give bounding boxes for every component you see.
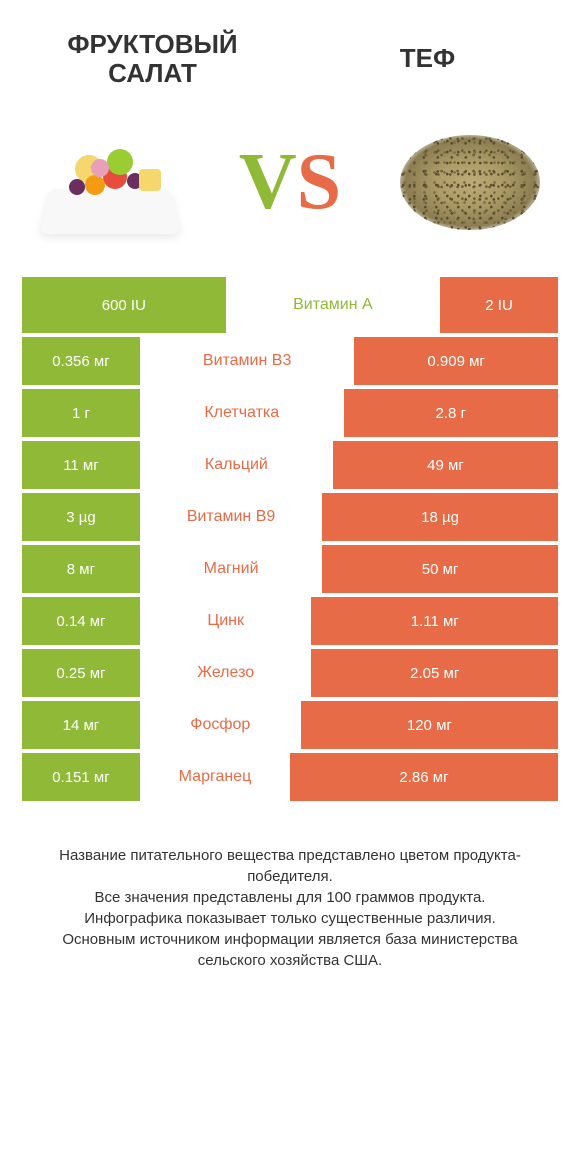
left-value-cell: 0.25 мг (22, 649, 140, 697)
left-title-line2: САЛАТ (108, 58, 197, 88)
comparison-table: 600 IUВитамин A2 IU0.356 мгВитамин B30.9… (0, 277, 580, 801)
table-row: 0.14 мгЦинк1.11 мг (22, 597, 558, 645)
nutrient-name-cell: Марганец (140, 753, 290, 801)
left-product-image (30, 117, 190, 247)
nutrient-name-cell: Витамин A (226, 277, 440, 333)
right-value-cell: 120 мг (301, 701, 558, 749)
left-value-cell: 0.14 мг (22, 597, 140, 645)
left-value-cell: 600 IU (22, 277, 226, 333)
right-value-cell: 2.8 г (344, 389, 558, 437)
nutrient-name-cell: Витамин B3 (140, 337, 354, 385)
footer-line-4: Основным источником информации является … (30, 929, 550, 971)
table-row: 0.151 мгМарганец2.86 мг (22, 753, 558, 801)
right-value-cell: 1.11 мг (311, 597, 558, 645)
right-value-cell: 2.05 мг (311, 649, 558, 697)
left-value-cell: 8 мг (22, 545, 140, 593)
left-value-cell: 11 мг (22, 441, 140, 489)
fruit-salad-icon (35, 127, 185, 237)
right-value-cell: 18 µg (322, 493, 558, 541)
table-row: 8 мгМагний50 мг (22, 545, 558, 593)
table-row: 3 µgВитамин B918 µg (22, 493, 558, 541)
table-row: 0.356 мгВитамин B30.909 мг (22, 337, 558, 385)
nutrient-name-cell: Фосфор (140, 701, 301, 749)
table-row: 11 мгКальций49 мг (22, 441, 558, 489)
table-row: 0.25 мгЖелезо2.05 мг (22, 649, 558, 697)
footer-line-3: Инфографика показывает только существенн… (30, 908, 550, 929)
left-value-cell: 0.356 мг (22, 337, 140, 385)
left-value-cell: 3 µg (22, 493, 140, 541)
images-row: VS (0, 97, 580, 277)
table-row: 600 IUВитамин A2 IU (22, 277, 558, 333)
right-value-cell: 2 IU (440, 277, 558, 333)
table-row: 14 мгФосфор120 мг (22, 701, 558, 749)
nutrient-name-cell: Кальций (140, 441, 333, 489)
footer-line-1: Название питательного вещества представл… (30, 845, 550, 887)
nutrient-name-cell: Клетчатка (140, 389, 344, 437)
vs-label: VS (239, 137, 341, 228)
teff-icon (395, 127, 545, 237)
nutrient-name-cell: Цинк (140, 597, 312, 645)
left-value-cell: 1 г (22, 389, 140, 437)
left-value-cell: 14 мг (22, 701, 140, 749)
right-value-cell: 49 мг (333, 441, 558, 489)
right-value-cell: 0.909 мг (354, 337, 558, 385)
right-product-image (390, 117, 550, 247)
left-value-cell: 0.151 мг (22, 753, 140, 801)
right-value-cell: 2.86 мг (290, 753, 558, 801)
footer-notes: Название питательного вещества представл… (0, 805, 580, 971)
header: ФРУКТОВЫЙ САЛАТ ТЕФ (0, 0, 580, 97)
nutrient-name-cell: Железо (140, 649, 312, 697)
left-title-line1: ФРУКТОВЫЙ (67, 29, 237, 59)
table-row: 1 гКлетчатка2.8 г (22, 389, 558, 437)
footer-line-2: Все значения представлены для 100 граммо… (30, 887, 550, 908)
right-value-cell: 50 мг (322, 545, 558, 593)
vs-s: S (297, 138, 342, 226)
vs-v: V (239, 138, 297, 226)
right-product-title: ТЕФ (315, 30, 540, 87)
nutrient-name-cell: Витамин B9 (140, 493, 322, 541)
nutrient-name-cell: Магний (140, 545, 322, 593)
left-product-title: ФРУКТОВЫЙ САЛАТ (40, 30, 265, 87)
